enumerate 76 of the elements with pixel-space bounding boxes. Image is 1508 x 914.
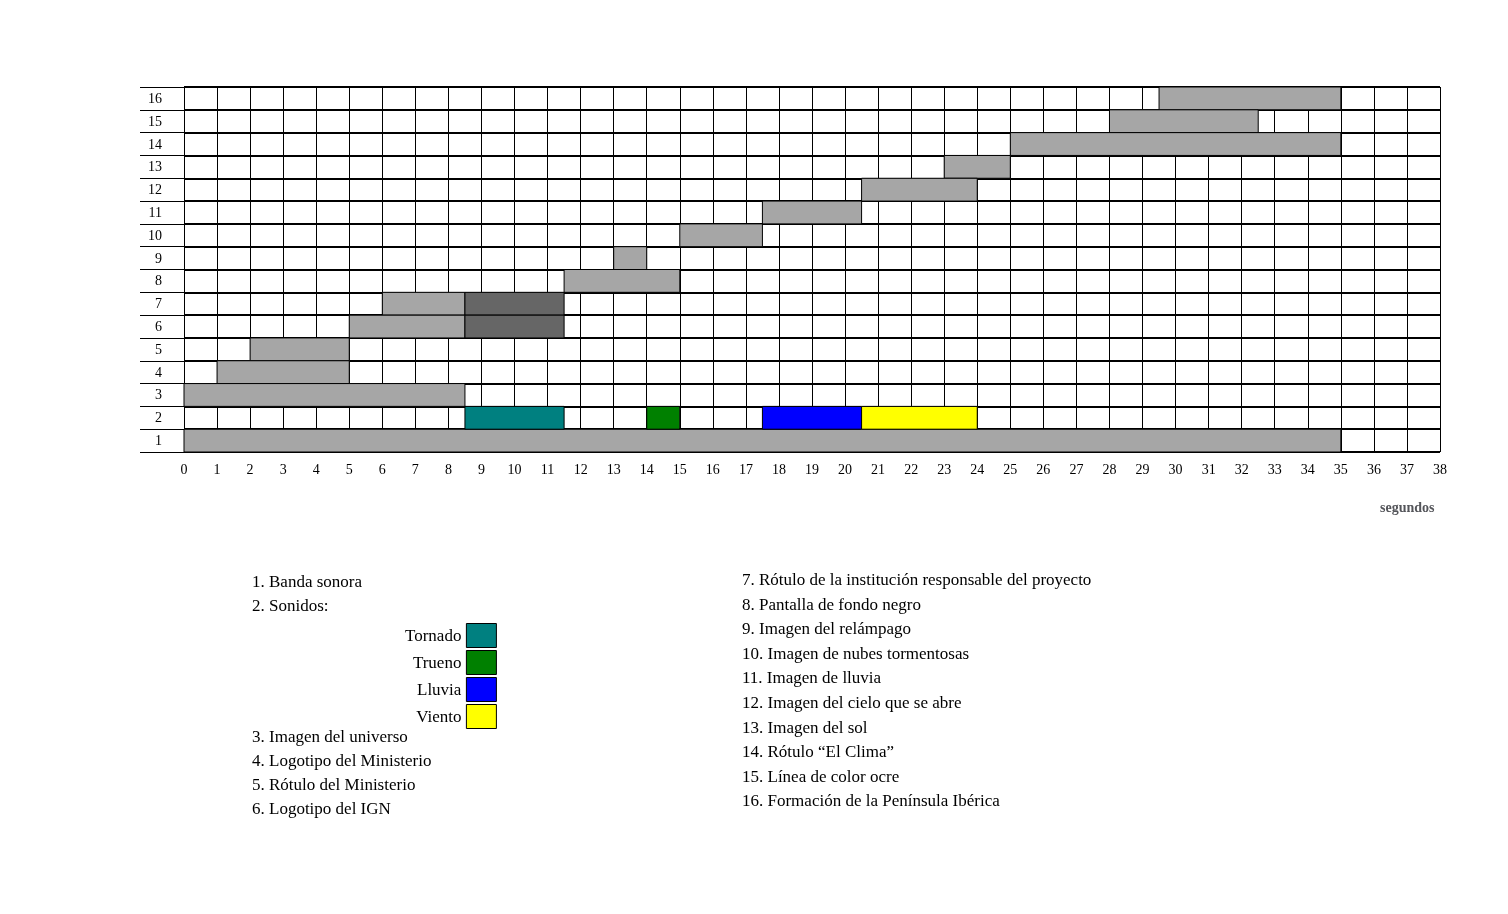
x-tick-label: 4 — [312, 461, 320, 477]
x-tick-label: 36 — [1366, 461, 1381, 477]
text: 2. Sonidos: — [252, 596, 329, 616]
x-tick-label: 10 — [507, 461, 522, 477]
y-tick-label: 9 — [155, 250, 162, 266]
x-tick-label: 32 — [1234, 461, 1249, 477]
y-tick-label: 6 — [155, 319, 162, 335]
y-tick-label: 13 — [148, 159, 162, 175]
legend-label: Lluvia — [417, 680, 462, 699]
y-tick-label: 10 — [148, 227, 162, 243]
text: 3. Imagen del universo — [252, 727, 408, 747]
x-tick-label: 7 — [411, 461, 419, 477]
y-tick-label: 16 — [148, 90, 162, 106]
x-tick-label: 29 — [1135, 461, 1150, 477]
y-tick-label: 2 — [155, 410, 162, 426]
x-tick-label: 28 — [1102, 461, 1117, 477]
text: 16. Formación de la Península Ibérica — [742, 791, 1000, 812]
x-tick-label: 2 — [246, 461, 254, 477]
x-tick-label: 23 — [937, 461, 952, 477]
x-tick-label: 31 — [1201, 461, 1216, 477]
legend-label: Trueno — [412, 653, 462, 672]
x-tick-label: 15 — [672, 461, 687, 477]
x-tick-label: 33 — [1267, 461, 1282, 477]
y-tick-label: 5 — [155, 341, 162, 357]
legend-label: Viento — [416, 707, 462, 726]
x-tick-label: 22 — [904, 461, 919, 477]
text: 11. Imagen de lluvia — [742, 668, 882, 689]
x-tick-label: 34 — [1300, 461, 1315, 477]
x-tick-label: 20 — [838, 461, 853, 477]
y-tick-label: 11 — [148, 204, 162, 220]
x-tick-label: 25 — [1003, 461, 1018, 477]
text: 13. Imagen del sol — [742, 717, 868, 738]
text: 15. Línea de color ocre — [742, 766, 900, 787]
y-tick-label: 7 — [155, 296, 162, 312]
text: 4. Logotipo del Ministerio — [252, 751, 432, 771]
y-tick-label: 12 — [148, 182, 162, 198]
text: 5. Rótulo del Ministerio — [252, 775, 416, 795]
y-tick-label: 3 — [155, 387, 162, 403]
text: 8. Pantalla de fondo negro — [742, 594, 921, 615]
x-axis-title: segundos — [1380, 499, 1436, 515]
x-tick-label: 8 — [444, 461, 452, 477]
x-tick-label: 21 — [871, 461, 886, 477]
x-tick-label: 35 — [1333, 461, 1348, 477]
x-tick-label: 6 — [378, 461, 386, 477]
y-tick-label: 8 — [155, 273, 162, 289]
x-tick-label: 3 — [279, 461, 287, 477]
legend-label: Tornado — [405, 626, 462, 645]
x-tick-label: 37 — [1399, 461, 1414, 477]
x-tick-label: 17 — [738, 461, 753, 477]
text: 12. Imagen del cielo que se abre — [742, 693, 962, 713]
x-tick-label: 19 — [805, 461, 819, 477]
x-tick-label: 18 — [771, 461, 786, 477]
y-tick-label: 14 — [148, 136, 162, 152]
x-tick-label: 30 — [1168, 461, 1183, 477]
text: 7. Rótulo de la institución responsable del proyecto — [742, 570, 1092, 590]
x-tick-label: 9 — [477, 461, 485, 477]
x-tick-label: 16 — [705, 461, 720, 477]
x-tick-label: 26 — [1036, 461, 1051, 477]
x-tick-label: 13 — [606, 461, 621, 477]
x-tick-label: 24 — [970, 461, 985, 477]
x-tick-label: 14 — [639, 461, 654, 477]
y-tick-label: 1 — [155, 433, 162, 449]
text: 6. Logotipo del IGN — [252, 799, 391, 819]
y-tick-label: 4 — [155, 364, 162, 380]
x-tick-label: 27 — [1069, 461, 1084, 477]
x-tick-label: 0 — [180, 461, 188, 477]
x-tick-label: 1 — [213, 461, 221, 477]
text: 14. Rótulo “El Clima” — [742, 742, 895, 763]
text: 10. Imagen de nubes tormentosas — [742, 643, 970, 664]
y-tick-label: 15 — [148, 113, 162, 129]
x-tick-label: 5 — [345, 461, 353, 477]
x-tick-label: 38 — [1433, 461, 1447, 477]
text: 1. Banda sonora — [252, 572, 363, 592]
x-tick-label: 11 — [540, 461, 555, 477]
text: 9. Imagen del relámpago — [742, 619, 911, 640]
x-tick-label: 12 — [573, 461, 588, 477]
